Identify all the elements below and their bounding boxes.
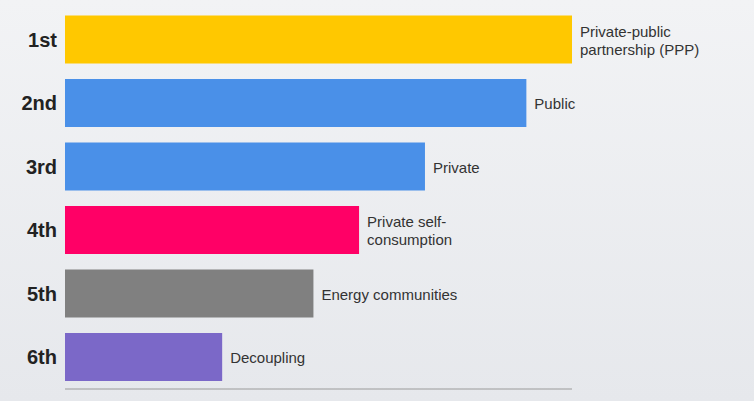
svg-text:Private-publicpartnership (PPP: Private-publicpartnership (PPP) (580, 22, 699, 57)
svg-text:6th: 6th (27, 346, 57, 368)
svg-text:2nd: 2nd (21, 92, 57, 114)
svg-text:1st: 1st (28, 29, 57, 51)
svg-text:Private: Private (433, 158, 480, 175)
svg-text:Public: Public (534, 95, 575, 112)
svg-text:5th: 5th (27, 283, 57, 305)
svg-text:Energy communities: Energy communities (321, 285, 457, 302)
svg-text:Private self-consumption: Private self-consumption (367, 213, 452, 248)
svg-text:3rd: 3rd (26, 156, 57, 178)
svg-text:Decoupling: Decoupling (230, 349, 305, 366)
svg-text:4th: 4th (27, 219, 57, 241)
